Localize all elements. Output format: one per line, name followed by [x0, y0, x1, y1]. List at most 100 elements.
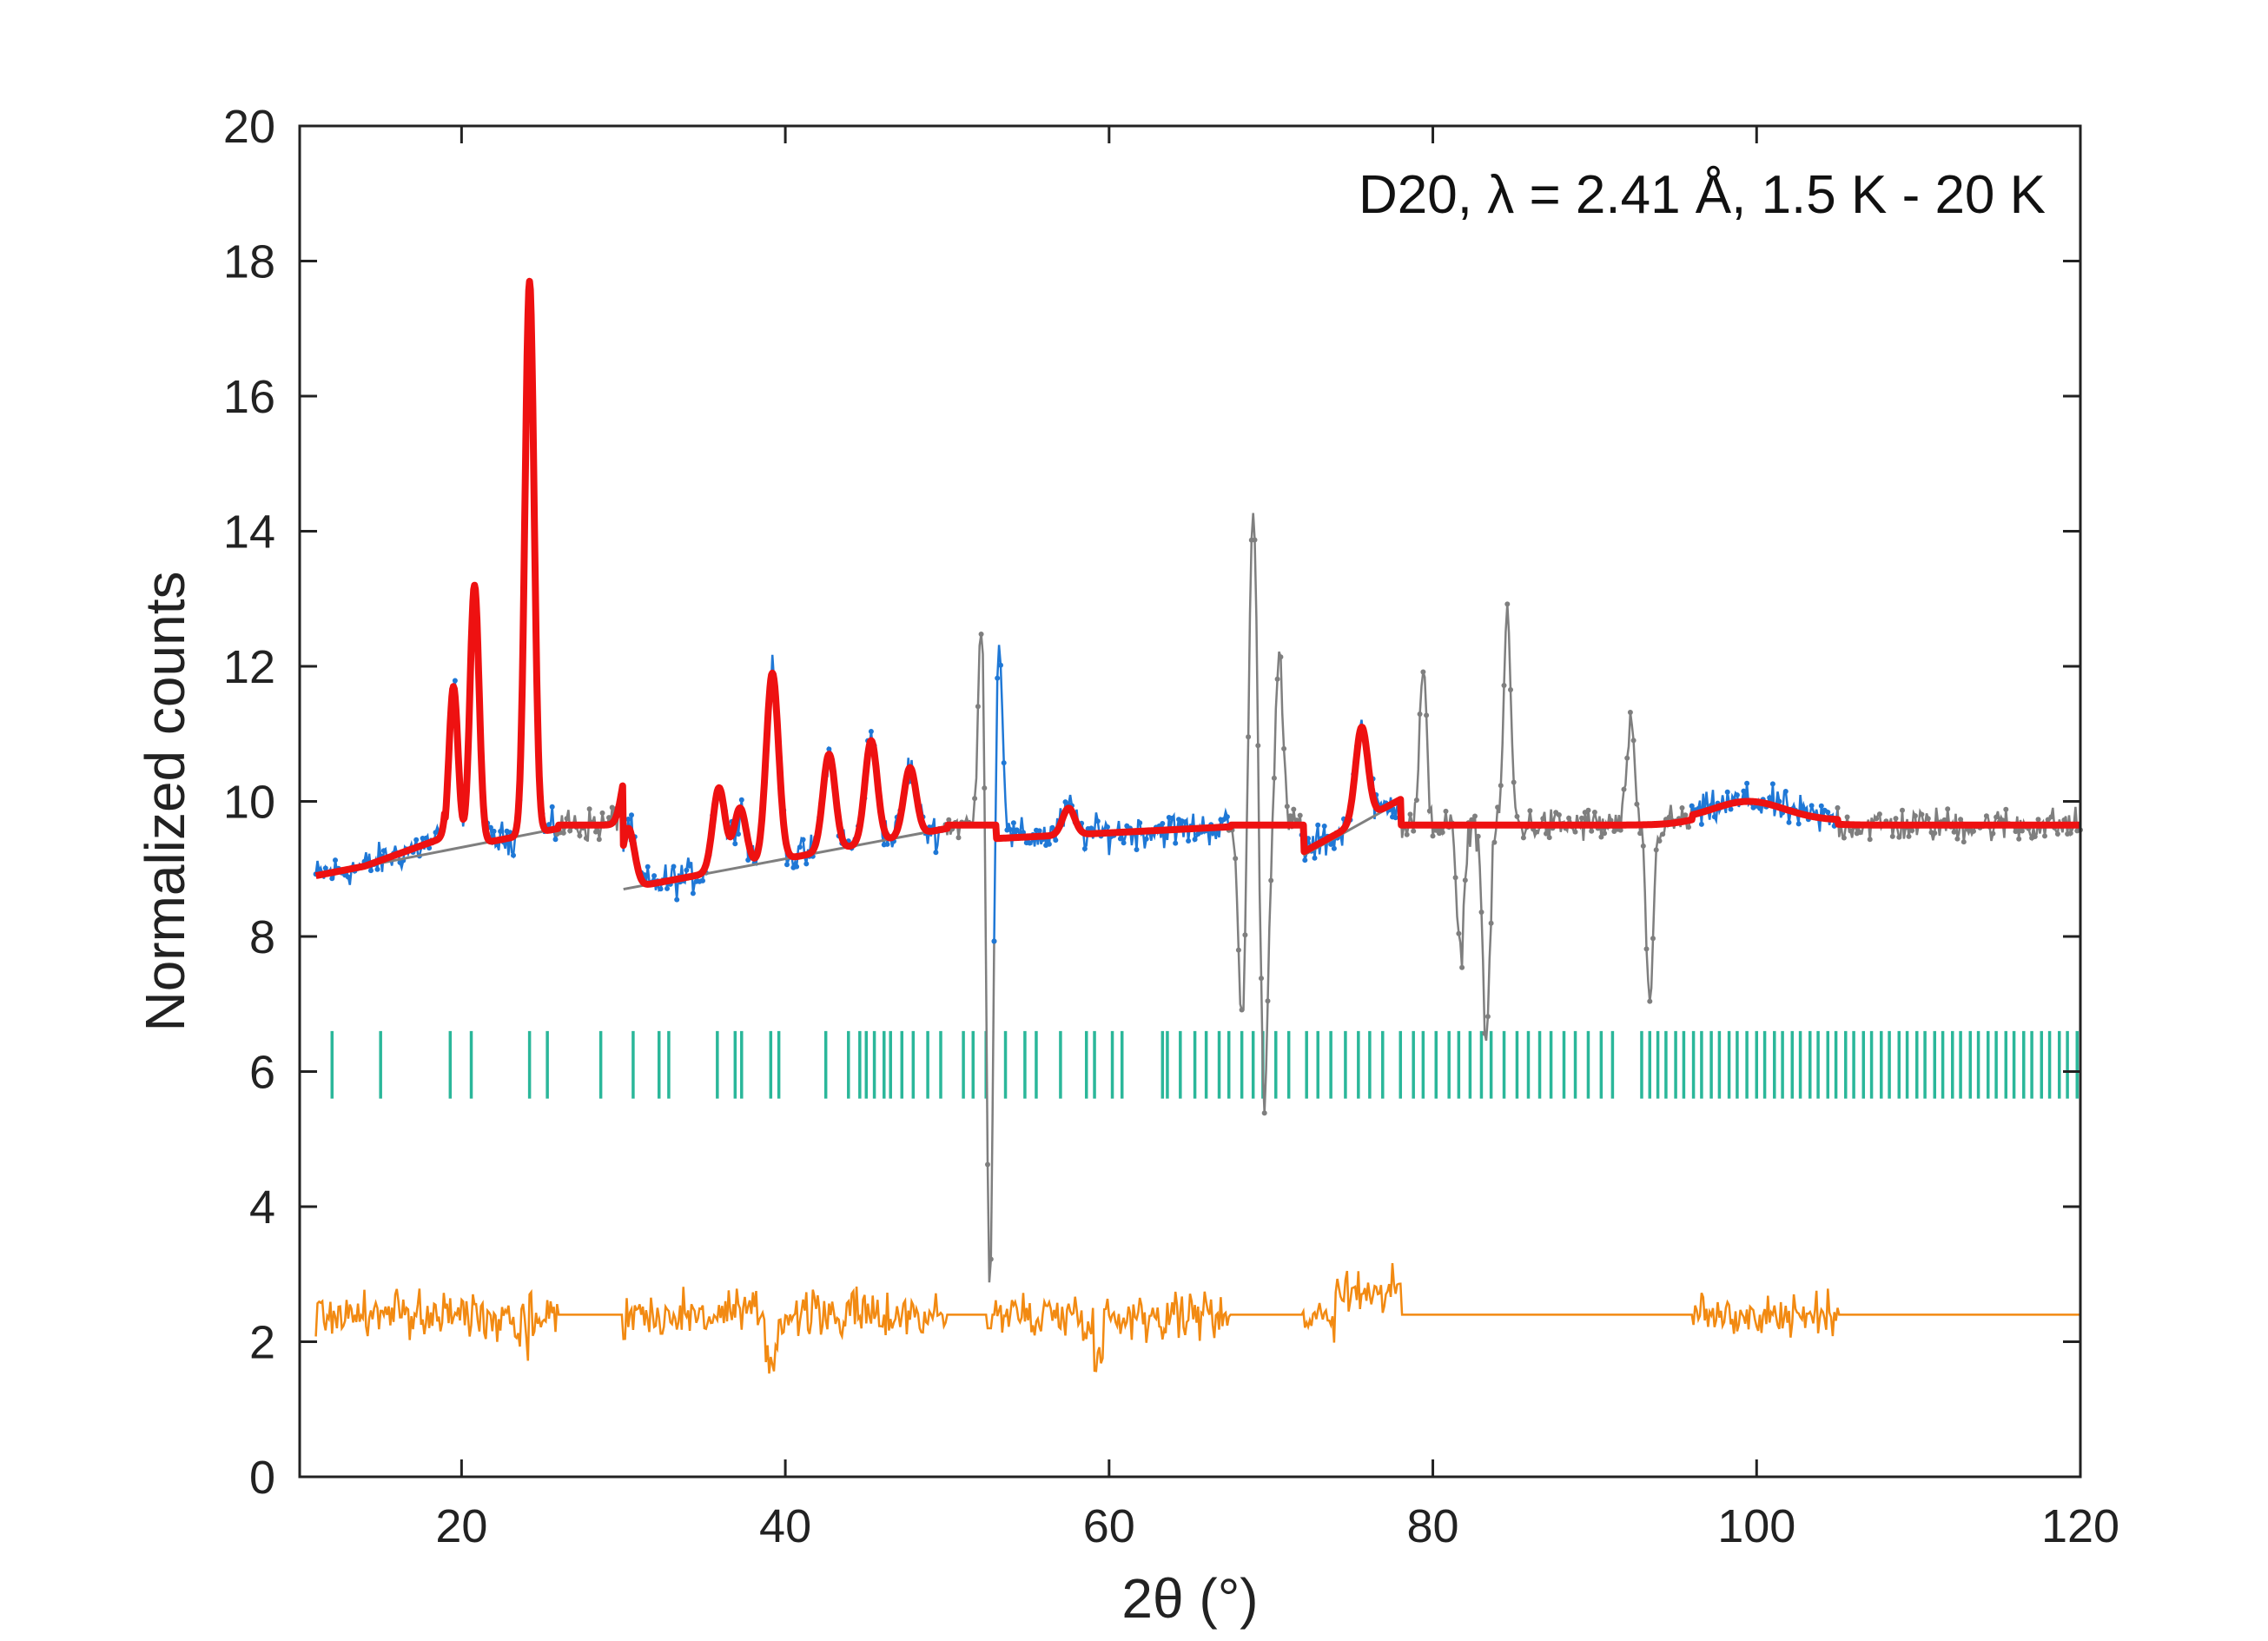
observed-point — [868, 729, 874, 734]
observed-point — [732, 841, 738, 847]
observed-point — [1912, 813, 1918, 819]
plot-frame — [298, 124, 2082, 1479]
observed-point — [1407, 811, 1413, 817]
observed-point — [1769, 781, 1775, 787]
observed-point — [1239, 1007, 1245, 1013]
observed-point — [1896, 834, 1902, 840]
observed-point — [1484, 1014, 1491, 1020]
observed-point — [1630, 738, 1637, 744]
observed-point — [1255, 743, 1261, 749]
observed-point — [1786, 819, 1792, 825]
y-tick-label: 2 — [249, 1317, 275, 1369]
observed-point — [975, 704, 981, 710]
observed-point — [1958, 817, 1964, 823]
observed-point — [1876, 811, 1882, 817]
observed-point — [2061, 817, 2067, 823]
observed-point — [1242, 932, 1248, 938]
observed-point — [1420, 669, 1426, 675]
observed-point — [1274, 676, 1280, 682]
observed-point — [1983, 813, 1989, 819]
y-tick-label: 20 — [223, 101, 275, 153]
x-tick-label: 60 — [1083, 1500, 1135, 1552]
y-tick-label: 4 — [249, 1181, 275, 1234]
observed-point — [1143, 836, 1149, 842]
observed-point — [1660, 831, 1666, 837]
observed-point — [1265, 998, 1271, 1004]
observed-point — [1520, 835, 1526, 841]
observed-point — [423, 835, 429, 841]
observed-point — [2067, 830, 2073, 837]
observed-point — [491, 828, 497, 834]
observed-point — [2016, 836, 2022, 842]
observed-point — [1893, 816, 1899, 822]
observed-point — [1634, 801, 1640, 807]
observed-point — [1857, 830, 1863, 836]
observed-point — [380, 848, 387, 854]
observed-point — [1036, 828, 1042, 834]
observed-point — [1224, 814, 1230, 820]
observed-point — [1504, 601, 1511, 607]
y-tick-label: 10 — [223, 777, 275, 829]
observed-point — [599, 810, 605, 816]
x-axis-label: 2θ (°) — [1121, 1567, 1258, 1630]
observed-point — [1900, 807, 1905, 813]
observed-point — [1268, 877, 1274, 883]
observed-point — [1173, 840, 1179, 846]
observed-point — [700, 877, 705, 883]
observed-point — [1579, 815, 1584, 821]
observed-point — [1430, 833, 1436, 839]
observed-point — [1443, 808, 1449, 814]
observed-point — [1462, 877, 1468, 883]
observed-excluded-line — [1228, 513, 1303, 1114]
observed-point — [2019, 828, 2025, 834]
observed-point — [1302, 857, 1308, 864]
observed-point — [1169, 815, 1175, 821]
observed-point — [629, 812, 634, 818]
observed-point — [413, 837, 420, 843]
observed-point — [1271, 775, 1277, 781]
observed-point — [1640, 843, 1646, 849]
observed-point — [1825, 810, 1831, 815]
observed-point — [1475, 833, 1481, 839]
x-tick-label: 80 — [1407, 1500, 1459, 1552]
observed-point — [1233, 856, 1239, 862]
observed-point — [1650, 936, 1656, 942]
observed-point — [1413, 797, 1419, 803]
y-tick-label: 8 — [249, 911, 275, 963]
observed-point — [1527, 808, 1533, 814]
observed-point — [1027, 840, 1033, 846]
axes: 20 40 60 80 100 120 0 2 4 6 8 10 12 14 16 18 20 — [223, 101, 2119, 1552]
observed-point — [1647, 998, 1653, 1004]
observed-point — [511, 852, 516, 858]
observed-point — [988, 1256, 994, 1262]
y-tick-label: 14 — [223, 506, 275, 559]
observed-point — [1728, 806, 1734, 812]
observed-point — [1971, 828, 1976, 834]
observed-point — [1686, 824, 1691, 830]
observed-point — [1514, 813, 1520, 819]
observed-point — [596, 837, 602, 843]
observed-point — [322, 865, 328, 871]
observed-point — [1235, 947, 1241, 953]
observed-point — [1094, 818, 1101, 824]
y-tick-label: 0 — [249, 1452, 275, 1504]
observed-point — [1291, 806, 1297, 812]
observed-point — [567, 828, 573, 834]
observed-point — [1683, 812, 1689, 818]
observed-point — [329, 876, 335, 882]
observed-point — [1392, 815, 1398, 821]
observed-point — [1246, 734, 1252, 740]
observed-point — [1117, 836, 1123, 842]
observed-point — [1160, 821, 1166, 826]
observed-point — [1757, 805, 1762, 811]
observed-point — [1808, 803, 1815, 809]
observed-point — [1008, 827, 1014, 832]
observed-point — [1312, 855, 1318, 861]
observed-point — [1294, 817, 1299, 824]
observed-point — [1566, 815, 1572, 821]
observed-point — [1105, 824, 1110, 830]
observed-point — [549, 804, 555, 810]
observed-point — [1439, 830, 1445, 836]
observed-point — [800, 837, 806, 843]
